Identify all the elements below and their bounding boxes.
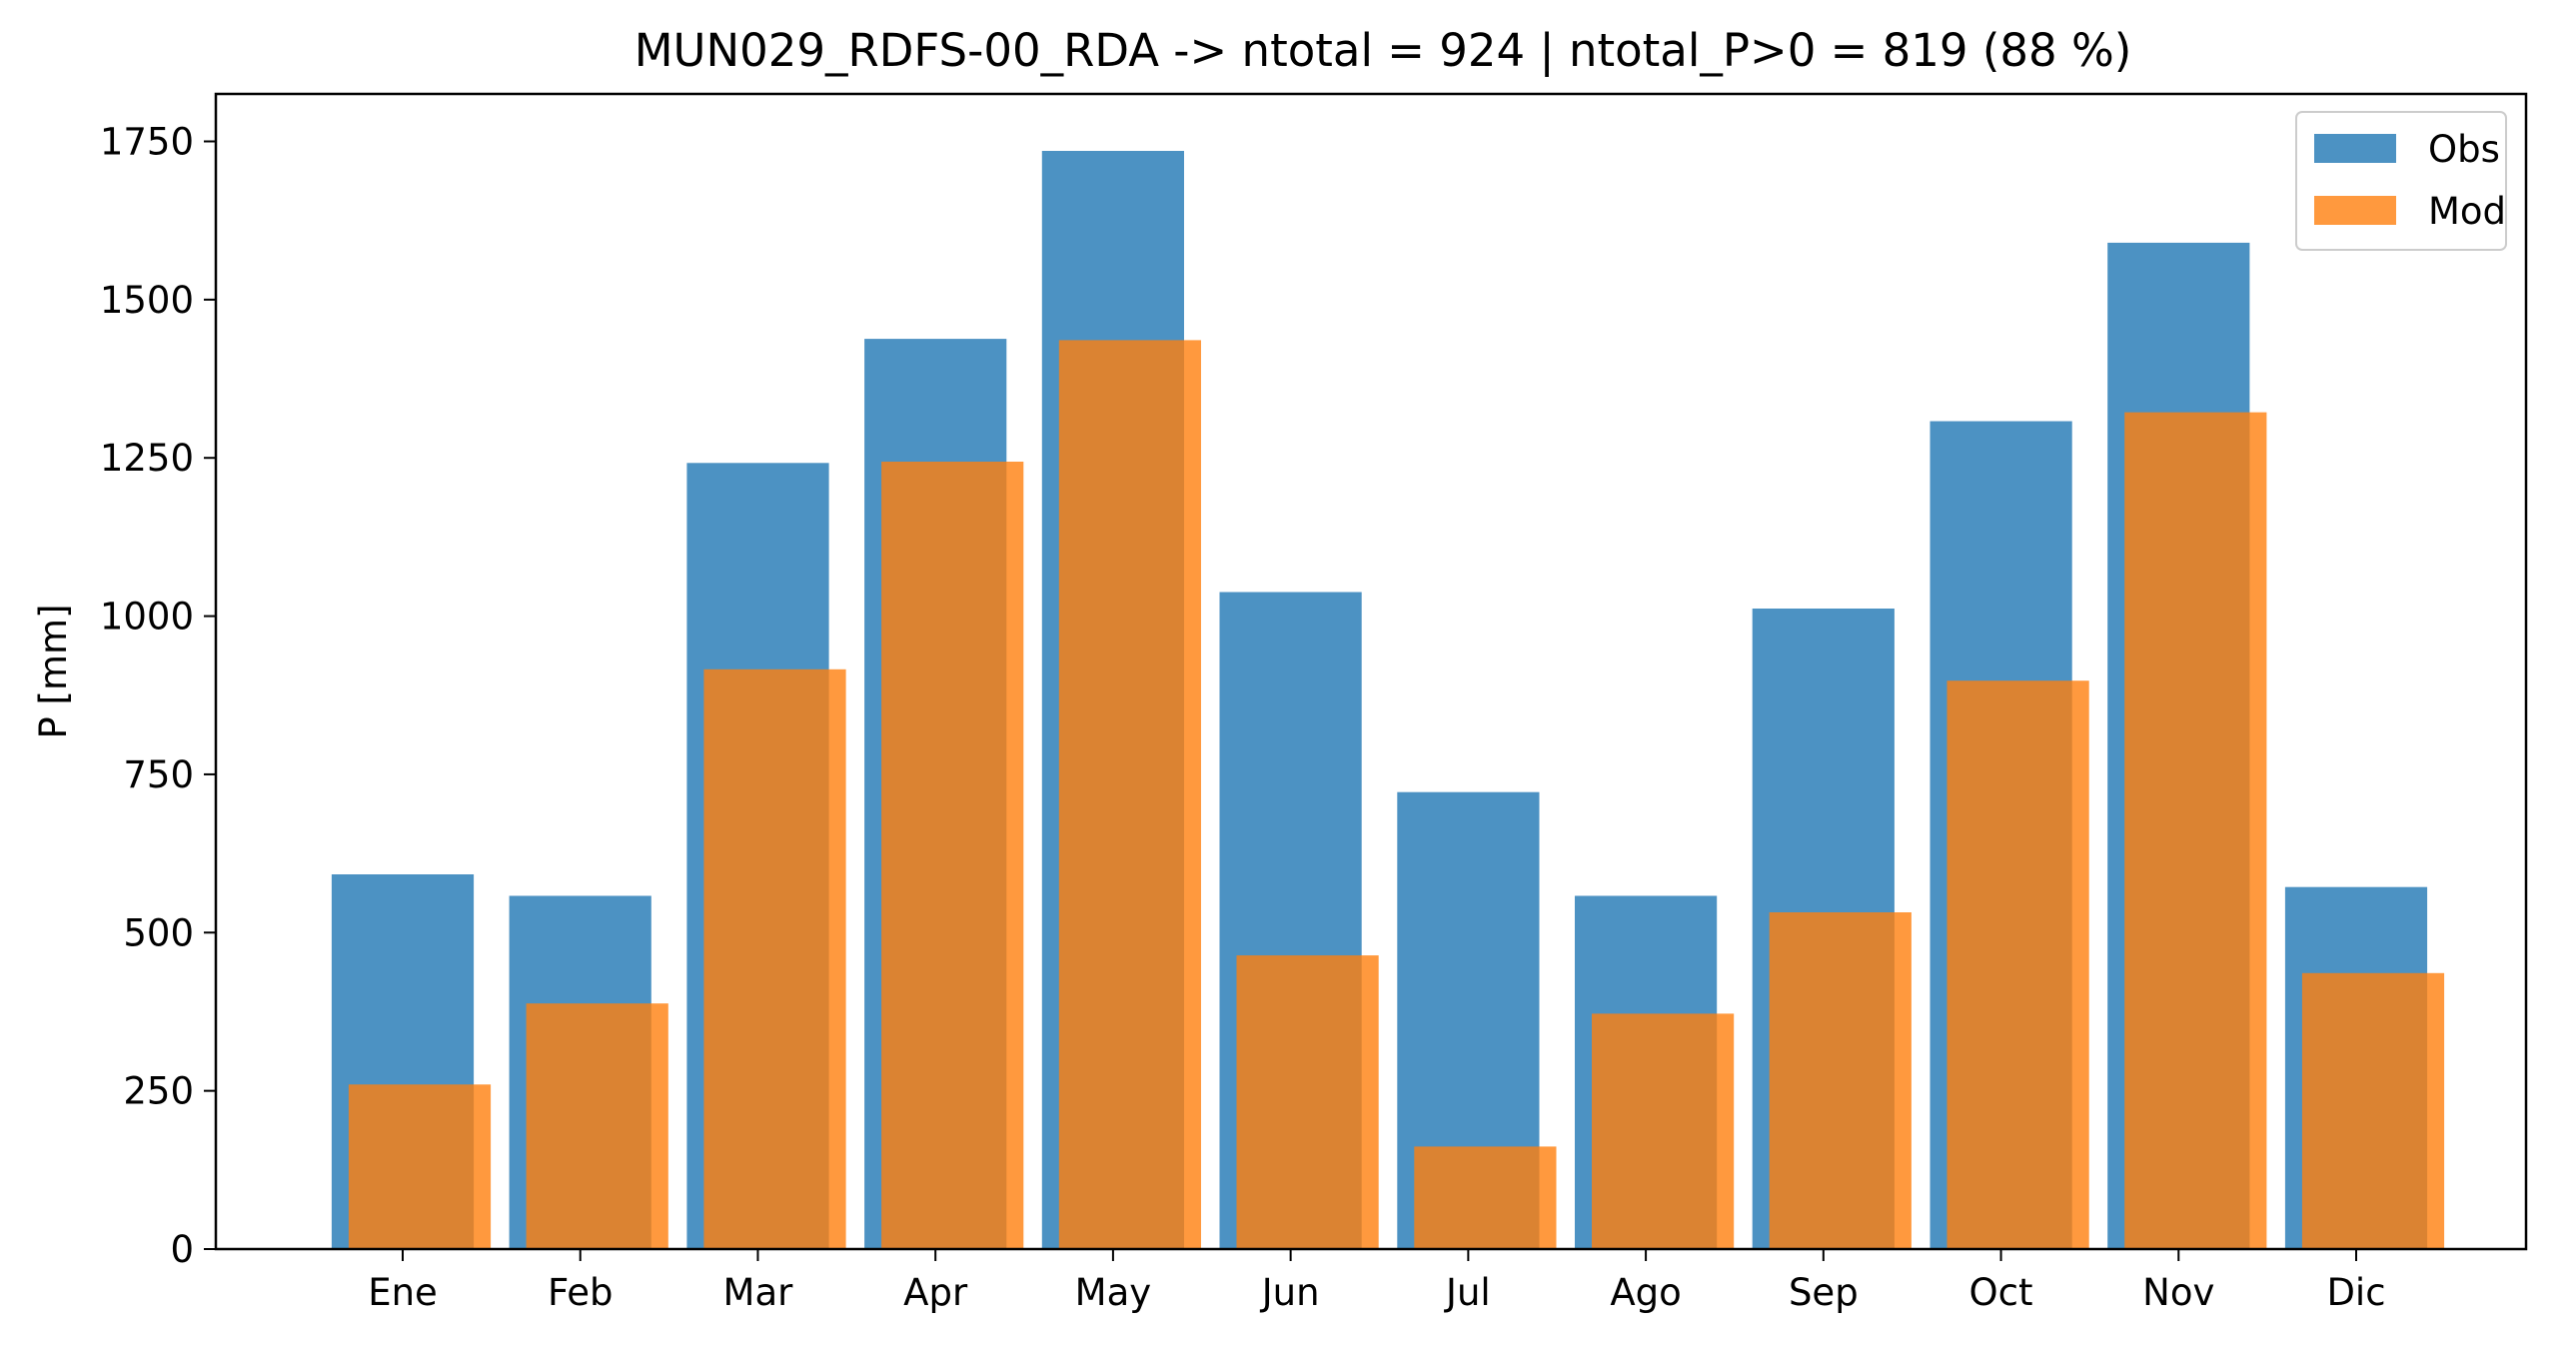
legend-label-mod: Mod [2428, 190, 2506, 233]
x-tick-label: Jul [1444, 1271, 1491, 1314]
y-tick-label: 1000 [100, 596, 194, 639]
x-tick-label: Sep [1789, 1271, 1859, 1314]
x-tick-label: Feb [548, 1271, 614, 1314]
x-tick-label: Mar [723, 1271, 794, 1314]
x-tick-label: Ago [1610, 1271, 1681, 1314]
y-tick-label: 500 [123, 911, 194, 954]
y-tick-label: 1250 [100, 437, 194, 480]
bar-mod-apr [881, 462, 1024, 1249]
y-tick-label: 750 [123, 753, 194, 796]
y-tick-label: 250 [123, 1070, 194, 1113]
legend-swatch-mod [2314, 196, 2396, 225]
x-tick-label: Oct [1969, 1271, 2033, 1314]
x-tick-label: Dic [2326, 1271, 2385, 1314]
bar-mod-jul [1414, 1146, 1557, 1249]
y-tick-label: 1500 [100, 279, 194, 322]
bar-mod-may [1058, 340, 1201, 1249]
bar-mod-ene [348, 1084, 492, 1249]
y-axis-label: P [mm] [32, 604, 75, 738]
bars-group [331, 151, 2445, 1250]
plot-frame [214, 92, 2528, 1251]
x-axis-ticks: Ene Feb Mar Apr May Jun Jul Ago Sep Oct Nov Dic [368, 1249, 2386, 1314]
bar-mod-ago [1592, 1013, 1735, 1249]
bar-mod-dic [2301, 972, 2445, 1249]
x-tick-label: Apr [903, 1271, 968, 1314]
chart-title: MUN029_RDFS-00_RDA -> ntotal = 924 | nto… [635, 24, 2132, 77]
bar-mod-mar [703, 669, 846, 1249]
legend-label-obs: Obs [2428, 128, 2500, 171]
y-tick-label: 1750 [100, 121, 194, 164]
bar-mod-nov [2124, 412, 2267, 1250]
x-tick-label: Jun [1260, 1271, 1320, 1314]
y-tick-label: 0 [170, 1228, 194, 1271]
x-tick-label: May [1075, 1271, 1152, 1314]
legend: Obs Mod [2295, 111, 2507, 251]
bar-mod-feb [526, 1003, 668, 1249]
x-tick-label: Ene [368, 1271, 438, 1314]
bar-mod-sep [1769, 912, 1912, 1249]
x-tick-label: Nov [2142, 1271, 2214, 1314]
legend-swatch-obs [2314, 134, 2396, 163]
y-axis-ticks: 0 250 500 750 1000 1250 1500 1750 [100, 121, 216, 1271]
bar-mod-jun [1236, 955, 1379, 1249]
bar-mod-oct [1946, 680, 2089, 1249]
